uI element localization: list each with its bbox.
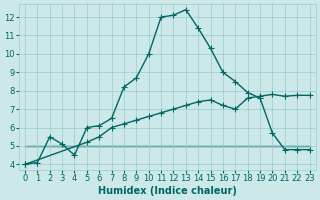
X-axis label: Humidex (Indice chaleur): Humidex (Indice chaleur) [98,186,237,196]
